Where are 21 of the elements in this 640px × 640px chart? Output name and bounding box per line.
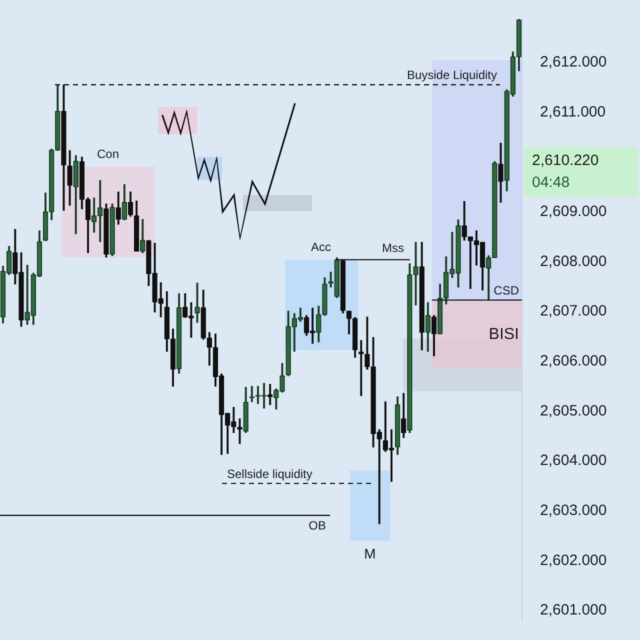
band-label: M	[364, 546, 376, 562]
y-tick-label: 2,603.000	[540, 502, 607, 520]
y-tick-label: 2,611.000	[540, 103, 606, 120]
ref-line-label: OB	[308, 518, 326, 533]
y-tick-label: 2,604.000	[540, 452, 607, 470]
y-tick-label: 2,607.000	[540, 302, 607, 320]
y-tick-label: 2,605.000	[540, 402, 607, 420]
y-tick-label: 2,612.000	[540, 53, 607, 70]
y-tick-label: 2,608.000	[540, 252, 607, 270]
text: 2,610.220 04:48	[532, 152, 599, 192]
ref-line-label: CSD	[494, 283, 520, 298]
ref-line-label: Buyside Liquidity	[406, 68, 497, 82]
y-tick-label: 2,606.000	[540, 352, 607, 370]
band-label: Acc	[310, 240, 332, 254]
y-tick-label: 2,609.000	[540, 203, 607, 220]
ref-line-label: Sellside liquidity	[227, 466, 312, 481]
ref-line-label: Mss	[382, 241, 404, 256]
band-label: BISI	[488, 326, 519, 343]
y-tick-label: 2,602.000	[540, 552, 607, 569]
band-label: Con	[96, 146, 120, 161]
y-tick-label: 2,601.000	[540, 602, 607, 619]
